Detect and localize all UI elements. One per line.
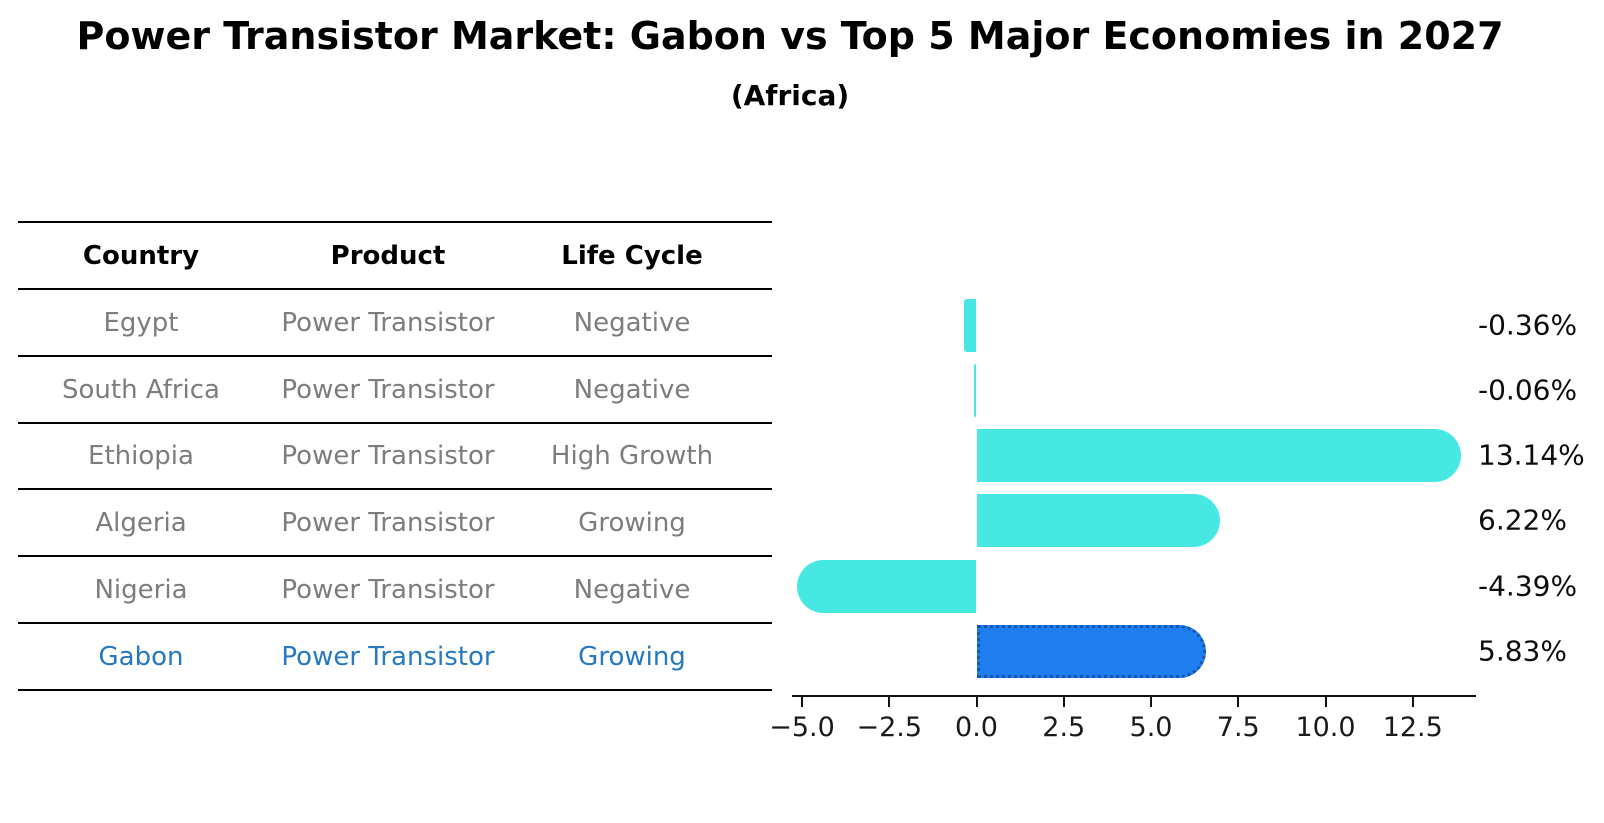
table-cell-life-cycle: Negative	[573, 307, 691, 338]
bar-gabon-highlighted	[976, 624, 1206, 678]
value-label-ethiopia: 13.14%	[1478, 438, 1585, 472]
table-rule	[18, 488, 772, 490]
table-rule	[18, 221, 772, 223]
table-rule	[18, 689, 772, 691]
table-cell-life-cycle: Growing	[578, 641, 686, 672]
table-cell-country: Nigeria	[94, 574, 188, 605]
value-label-algeria: 6.22%	[1478, 503, 1567, 537]
bar-algeria	[976, 493, 1220, 547]
table-cell-life-cycle: Negative	[573, 574, 691, 605]
bar-south-africa	[974, 363, 977, 417]
x-axis-tick	[1150, 697, 1152, 707]
table-cell-country: South Africa	[62, 374, 220, 405]
x-axis-tick-label: −5.0	[769, 712, 835, 743]
bar-nigeria	[797, 559, 977, 613]
table-cell-product: Power Transistor	[281, 307, 495, 338]
x-axis-tick-label: 2.5	[1042, 712, 1086, 743]
bar-egypt	[963, 298, 977, 352]
table-cell-country: Gabon	[98, 641, 184, 672]
x-axis-tick-label: 0.0	[955, 712, 998, 743]
table-rule	[18, 622, 772, 624]
bar-ethiopia	[976, 428, 1462, 482]
chart-title: Power Transistor Market: Gabon vs Top 5 …	[76, 14, 1504, 58]
x-axis-tick	[1411, 697, 1414, 707]
x-axis-tick	[1062, 697, 1065, 707]
x-axis-tick-label: 7.5	[1216, 712, 1260, 743]
x-axis-tick	[1237, 697, 1240, 707]
table-header-product: Product	[330, 240, 446, 271]
table-cell-life-cycle: Growing	[578, 507, 686, 538]
table-cell-life-cycle: High Growth	[550, 441, 714, 471]
table-cell-country: Egypt	[103, 307, 179, 338]
x-axis-spine	[792, 695, 1476, 697]
x-axis-tick-label: 5.0	[1129, 712, 1173, 743]
table-cell-life-cycle: Negative	[573, 374, 691, 405]
x-axis-tick	[888, 697, 891, 707]
x-axis-tick-label: −2.5	[856, 712, 923, 743]
x-axis-tick	[975, 697, 978, 707]
value-label-south-africa: -0.06%	[1478, 373, 1578, 407]
table-cell-country: Ethiopia	[88, 441, 194, 471]
table-cell-product: Power Transistor	[281, 574, 495, 605]
value-label-nigeria: -4.39%	[1478, 569, 1578, 603]
x-axis-tick-label: 10.0	[1295, 712, 1356, 743]
table-cell-product: Power Transistor	[281, 374, 495, 405]
x-axis-tick	[801, 697, 803, 707]
table-cell-product: Power Transistor	[281, 441, 495, 471]
table-rule	[18, 355, 772, 357]
value-label-gabon: 5.83%	[1478, 634, 1567, 668]
x-axis-tick	[1324, 697, 1327, 707]
table-cell-product: Power Transistor	[281, 507, 495, 538]
table-cell-product: Power Transistor	[281, 641, 495, 672]
chart-subtitle: (Africa)	[730, 79, 850, 112]
table-header-life-cycle: Life Cycle	[561, 240, 703, 271]
table-rule	[18, 288, 772, 290]
table-rule	[18, 555, 772, 557]
table-cell-country: Algeria	[95, 507, 187, 538]
table-header-country: Country	[82, 240, 200, 271]
x-axis-tick-label: 12.5	[1382, 712, 1443, 743]
value-label-egypt: -0.36%	[1478, 308, 1578, 342]
table-rule	[18, 422, 772, 424]
